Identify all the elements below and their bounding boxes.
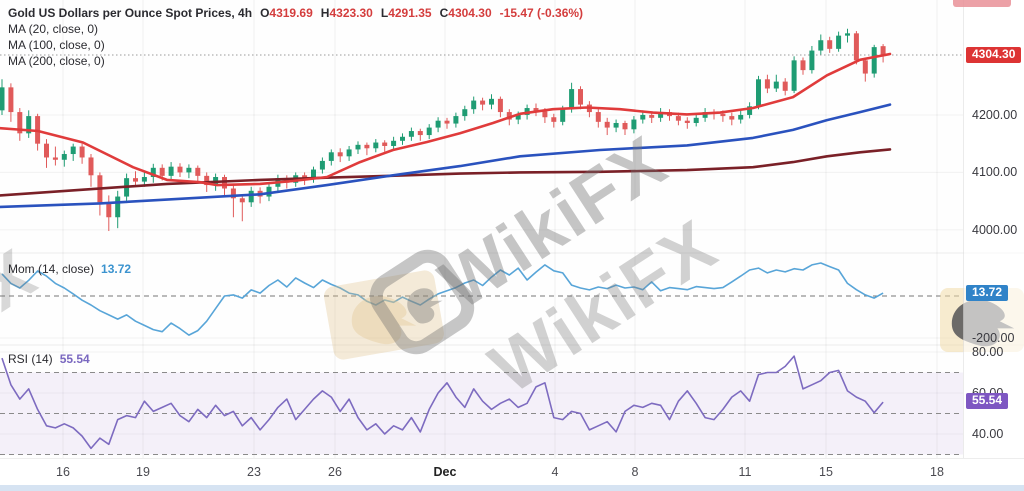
momentum-value-badge: 13.72 [966,285,1009,301]
symbol-ohlc-row[interactable]: Gold US Dollars per Ounce Spot Prices, 4… [8,5,583,21]
time-axis-label: 8 [631,465,639,479]
time-axis-label: 26 [328,465,342,479]
rsi-value: 55.54 [59,352,90,366]
ma20-legend-row[interactable]: MA (20, close, 0) [8,22,99,36]
legend: Gold US Dollars per Ounce Spot Prices, 4… [8,5,583,69]
time-axis-label: 23 [247,465,261,479]
ohlc-high: H4323.30 [320,6,373,20]
time-axis-label: 19 [136,465,150,479]
price-axis-label: 80.00 [972,345,1004,359]
price-axis-label: 4100.00 [972,165,1018,180]
ma200-legend-row[interactable]: MA (200, close, 0) [8,54,105,68]
symbol-title[interactable]: Gold US Dollars per Ounce Spot Prices, 4… [8,6,253,20]
bottom-scroll-bar[interactable] [0,485,1024,491]
rsi-legend-row[interactable]: RSI (14) 55.54 [8,352,90,366]
momentum-value: 13.72 [101,262,132,276]
price-change: -15.47 (-0.36%) [499,6,584,20]
rsi-label[interactable]: RSI (14) [8,352,53,366]
time-axis-label: 18 [930,465,944,479]
time-axis-label: 15 [819,465,833,479]
price-axis-label: 40.00 [972,427,1004,441]
ohlc-close: C4304.30 [439,6,492,20]
time-axis[interactable]: 16 19 23 26 Dec 4 8 11 15 18 [0,458,1024,486]
price-axis-label: 4000.00 [972,222,1018,237]
momentum-legend-row[interactable]: Mom (14, close) 13.72 [8,262,131,276]
cropped-label-sliver [953,0,1011,7]
price-axis-label: -200.00 [972,331,1015,345]
price-axis[interactable]: 4200.004100.004000.00-200.0080.0060.0040… [963,0,1024,485]
momentum-label[interactable]: Mom (14, close) [8,262,95,276]
rsi-value-badge: 55.54 [966,393,1009,409]
ma100-legend-row[interactable]: MA (100, close, 0) [8,38,105,52]
time-axis-label: 16 [56,465,70,479]
time-axis-label: 4 [551,465,559,479]
ohlc-open: O4319.69 [260,6,313,20]
time-axis-label: 11 [738,465,752,479]
time-axis-label: Dec [433,465,457,479]
last-price-badge: 4304.30 [966,47,1022,63]
price-axis-label: 4200.00 [972,107,1018,122]
ohlc-low: L4291.35 [380,6,432,20]
